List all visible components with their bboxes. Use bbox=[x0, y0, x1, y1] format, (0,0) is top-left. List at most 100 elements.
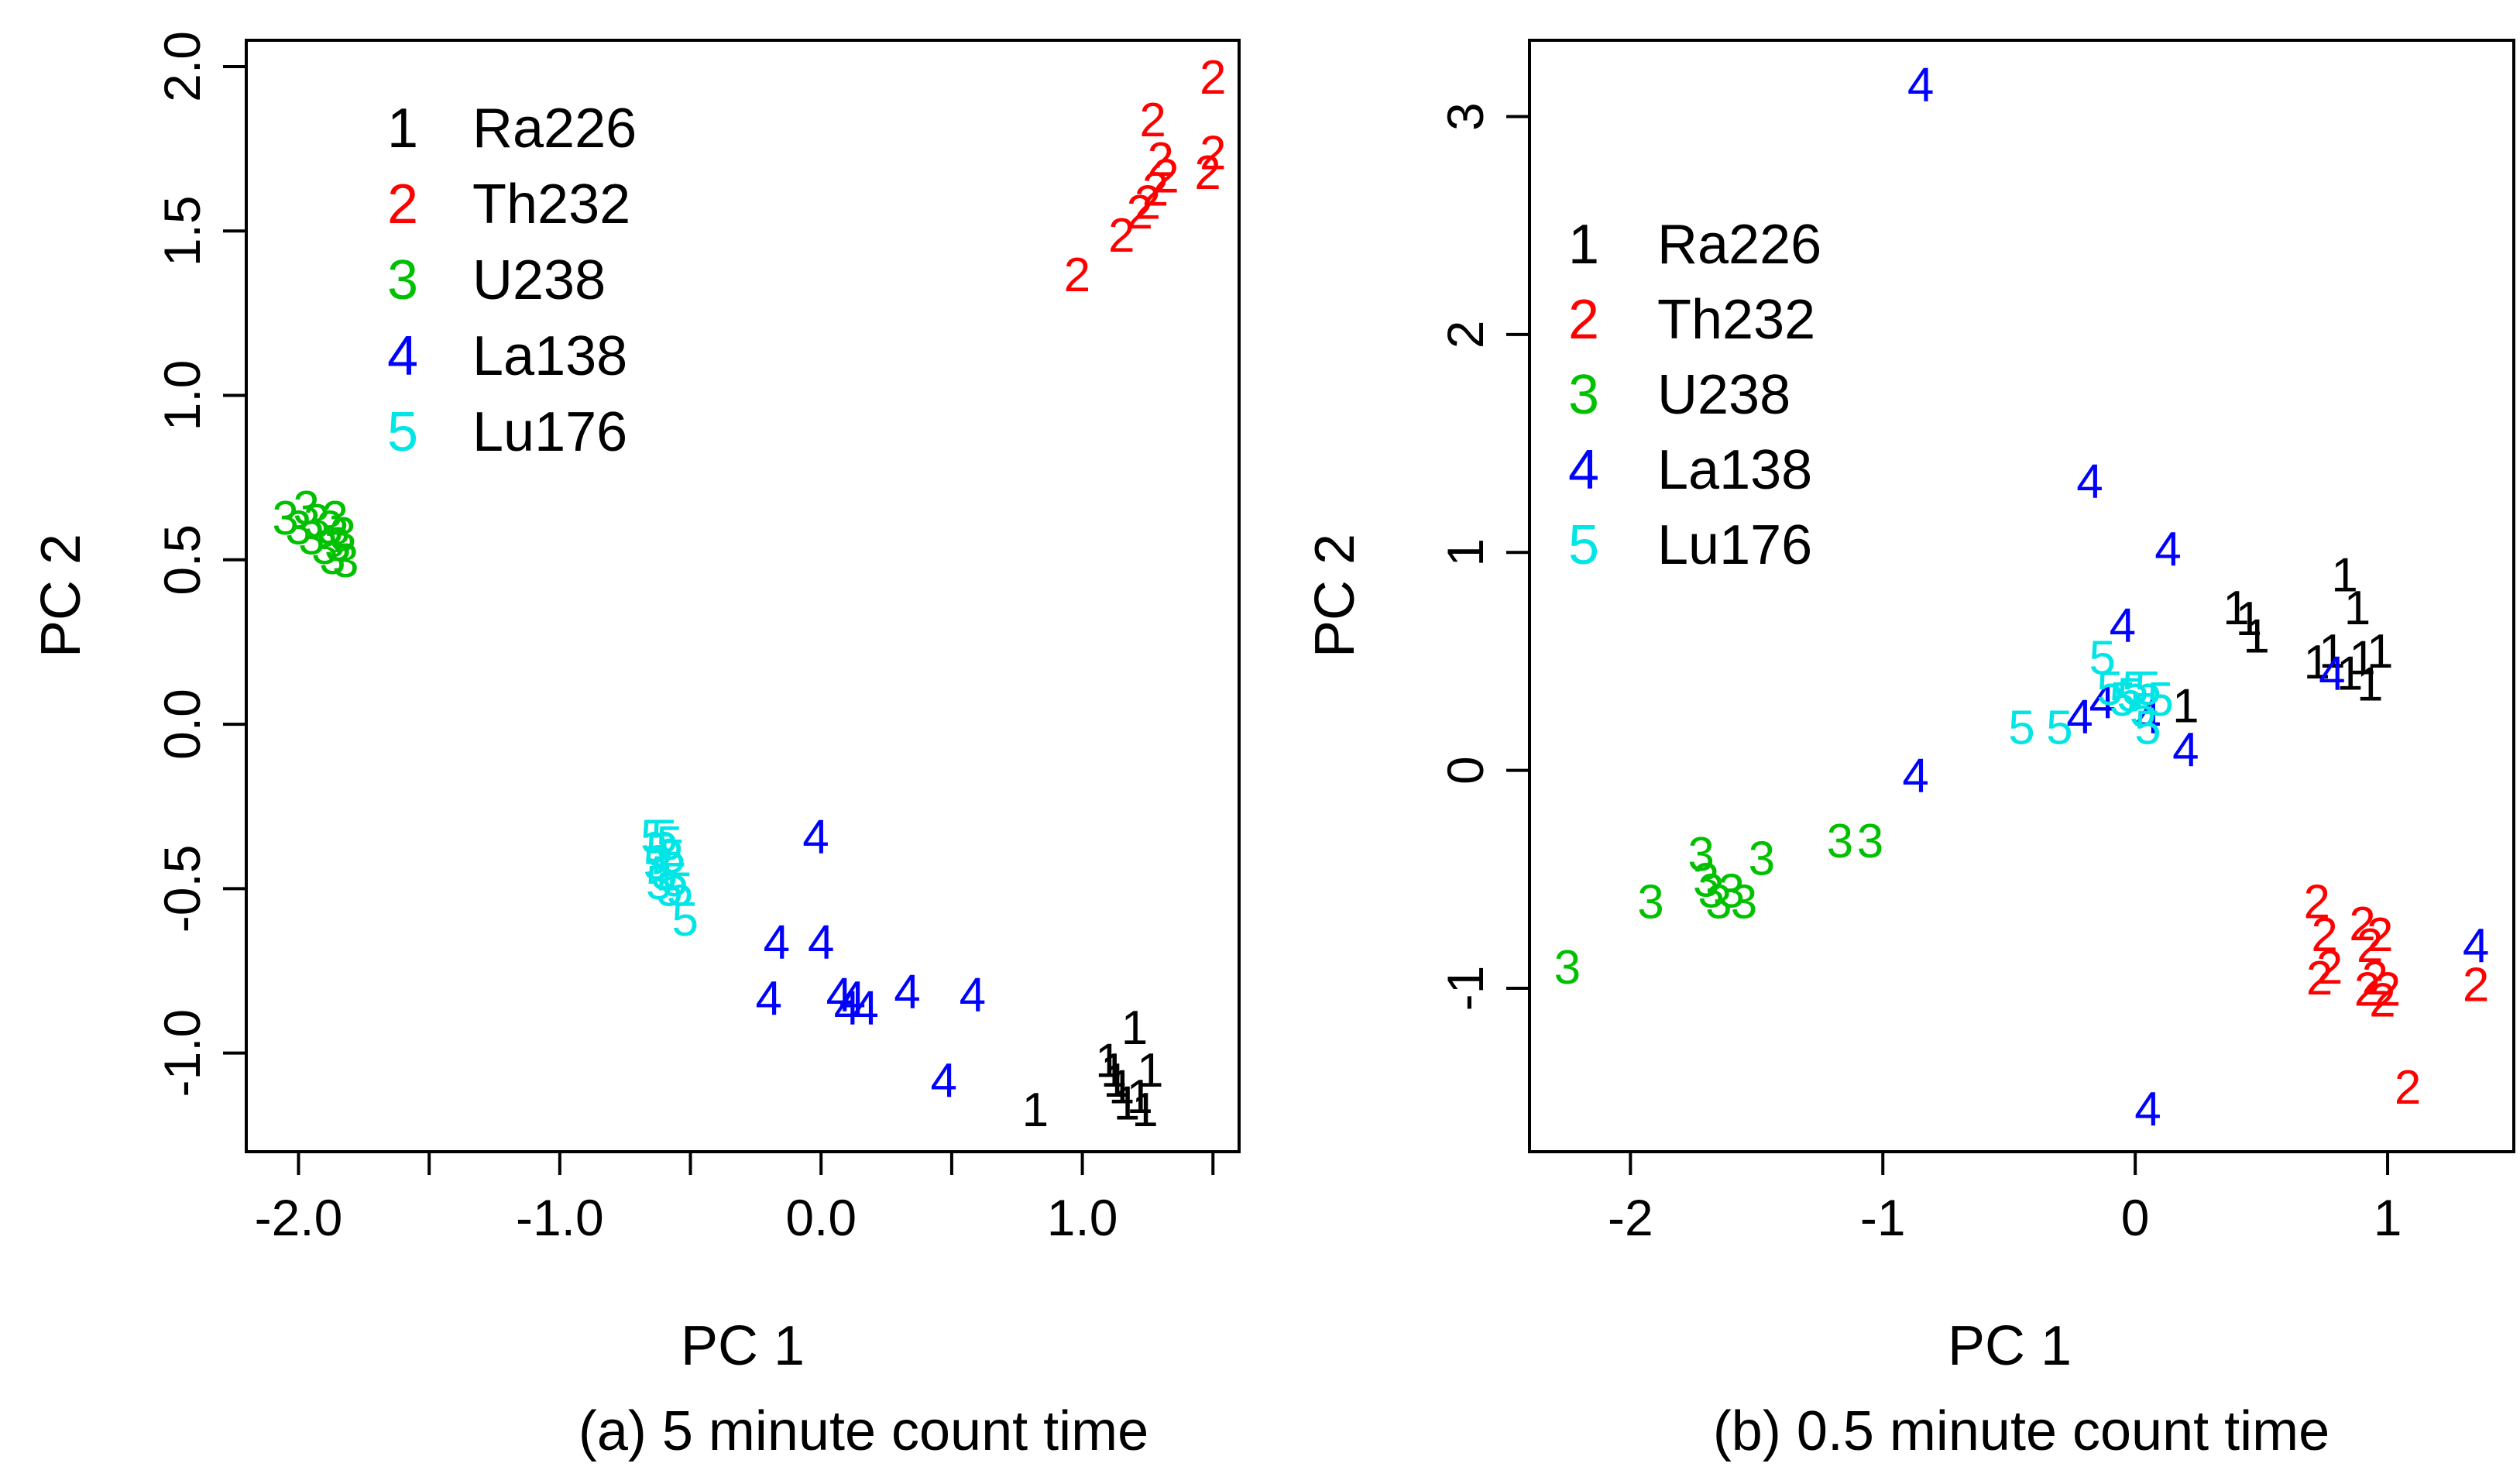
point-th232: 2 bbox=[1200, 51, 1226, 105]
legend-symbol: 5 bbox=[387, 401, 418, 463]
point-u238: 3 bbox=[1749, 832, 1775, 885]
x-axis: -2.0 -1.0 0.0 1.0 bbox=[255, 1150, 1215, 1246]
point-lu176: 5 bbox=[646, 824, 672, 878]
point-th232: 2 bbox=[1139, 94, 1166, 147]
point-th232: 2 bbox=[2306, 952, 2333, 1005]
panel-b-0.5-minute: -2 -1 0 1 -1 0 1 2 3 1 Ra226 2 Th232 3 U238 4 La138 5 Lu… bbox=[1304, 39, 2515, 1462]
point-la138: 4 bbox=[826, 969, 853, 1022]
point-la138: 4 bbox=[1902, 750, 1928, 803]
point-th232: 2 bbox=[2357, 919, 2383, 973]
legend-label: Ra226 bbox=[1657, 214, 1821, 276]
point-u238: 3 bbox=[317, 502, 343, 555]
point-lu176: 5 bbox=[667, 864, 693, 917]
x-tick-label: 0 bbox=[2121, 1189, 2150, 1246]
point-u238: 3 bbox=[1827, 815, 1853, 868]
point-lu176: 5 bbox=[656, 864, 682, 917]
legend-label: La138 bbox=[1657, 439, 1812, 501]
point-la138: 4 bbox=[2076, 455, 2103, 509]
point-ra226: 1 bbox=[1103, 1054, 1129, 1108]
point-ra226: 1 bbox=[1121, 1001, 1148, 1055]
legend-symbol: 4 bbox=[387, 325, 418, 387]
legend-label: Lu176 bbox=[472, 401, 627, 463]
point-th232: 2 bbox=[2374, 963, 2401, 1016]
legend-symbol: 2 bbox=[1568, 289, 1599, 351]
point-th232: 2 bbox=[2311, 909, 2337, 962]
y-axis: -1 0 1 2 3 bbox=[1437, 102, 1531, 1011]
point-th232: 2 bbox=[1142, 163, 1169, 216]
point-la138: 4 bbox=[960, 969, 986, 1022]
point-u238: 3 bbox=[304, 495, 330, 548]
point-u238: 3 bbox=[1698, 865, 1724, 919]
point-lu176: 5 bbox=[2147, 673, 2174, 726]
point-lu176: 5 bbox=[659, 830, 685, 884]
x-axis-label: PC 1 bbox=[1948, 1315, 2072, 1377]
point-th232: 2 bbox=[1200, 127, 1226, 180]
y-axis: -1.0 -0.5 0.0 0.5 1.0 1.5 2.0 bbox=[153, 31, 248, 1097]
point-ra226: 1 bbox=[2319, 625, 2345, 678]
point-u238: 3 bbox=[332, 534, 359, 588]
x-axis: -2 -1 0 1 bbox=[1608, 1150, 2402, 1246]
legend: 1 Ra226 2 Th232 3 U238 4 La138 5 Lu176 bbox=[387, 98, 637, 463]
point-ra226: 1 bbox=[2236, 593, 2262, 646]
point-u238: 3 bbox=[1705, 876, 1732, 929]
point-ra226: 1 bbox=[1127, 1070, 1153, 1124]
point-ra226: 1 bbox=[1108, 1060, 1135, 1114]
legend-label: La138 bbox=[472, 325, 627, 387]
point-lu176: 5 bbox=[646, 857, 672, 910]
legend-symbol: 2 bbox=[387, 173, 418, 235]
point-la138: 4 bbox=[2172, 723, 2199, 777]
legend-symbol: 3 bbox=[387, 249, 418, 311]
point-lu176: 5 bbox=[2096, 662, 2123, 716]
point-ra226: 1 bbox=[1095, 1034, 1121, 1087]
point-lu176: 5 bbox=[661, 854, 688, 907]
point-ra226: 1 bbox=[2349, 632, 2375, 685]
y-tick-label: 1.0 bbox=[153, 360, 211, 431]
point-th232: 2 bbox=[1064, 249, 1090, 302]
point-th232: 2 bbox=[2354, 963, 2381, 1016]
point-ra226: 1 bbox=[2331, 549, 2357, 603]
point-th232: 2 bbox=[1135, 176, 1161, 229]
point-lu176: 5 bbox=[2134, 662, 2161, 716]
y-tick-label: -0.5 bbox=[153, 844, 211, 933]
point-ra226: 1 bbox=[2172, 680, 2199, 733]
y-tick-label: 0.0 bbox=[153, 689, 211, 760]
point-th232: 2 bbox=[1127, 186, 1153, 239]
point-ra226: 1 bbox=[2223, 582, 2249, 635]
point-u238: 3 bbox=[311, 521, 338, 575]
point-la138: 4 bbox=[2089, 675, 2116, 729]
point-ra226: 1 bbox=[1114, 1077, 1140, 1131]
point-lu176: 5 bbox=[672, 893, 699, 946]
point-u238: 3 bbox=[1718, 865, 1744, 919]
panel-caption: (a) 5 minute count time bbox=[579, 1400, 1148, 1462]
y-axis-label: PC 2 bbox=[1304, 534, 1366, 658]
point-la138: 4 bbox=[1907, 59, 1934, 112]
point-u238: 3 bbox=[324, 518, 351, 572]
point-ra226: 1 bbox=[1137, 1044, 1163, 1097]
point-u238: 3 bbox=[1693, 854, 1719, 908]
point-la138: 4 bbox=[2463, 919, 2489, 973]
point-u238: 3 bbox=[330, 508, 356, 562]
point-lu176: 5 bbox=[2122, 662, 2148, 716]
point-th232: 2 bbox=[1148, 133, 1174, 187]
point-lu176: 5 bbox=[2134, 702, 2161, 755]
x-tick-label: -2 bbox=[1608, 1189, 1653, 1246]
x-tick-label: 1.0 bbox=[1047, 1189, 1118, 1246]
point-la138: 4 bbox=[2154, 523, 2181, 576]
point-la138: 4 bbox=[2110, 599, 2136, 652]
point-lu176: 5 bbox=[2089, 632, 2116, 685]
point-lu176: 5 bbox=[2110, 673, 2136, 726]
point-la138: 4 bbox=[808, 916, 834, 970]
point-u238: 3 bbox=[319, 531, 345, 585]
point-th232: 2 bbox=[2349, 898, 2375, 951]
legend-label: Lu176 bbox=[1657, 514, 1812, 576]
panel-a-5-minute: -2.0 -1.0 0.0 1.0 -1.0 -0.5 0.0 0.5 1.0 1.5 2.0 1… bbox=[30, 31, 1241, 1462]
point-la138: 4 bbox=[839, 972, 865, 1025]
legend-label: Th232 bbox=[472, 173, 630, 235]
point-ra226: 1 bbox=[1022, 1084, 1049, 1137]
point-th232: 2 bbox=[2304, 876, 2330, 929]
point-ra226: 1 bbox=[2344, 582, 2371, 635]
point-ra226: 1 bbox=[2336, 647, 2363, 700]
point-th232: 2 bbox=[2362, 952, 2388, 1005]
